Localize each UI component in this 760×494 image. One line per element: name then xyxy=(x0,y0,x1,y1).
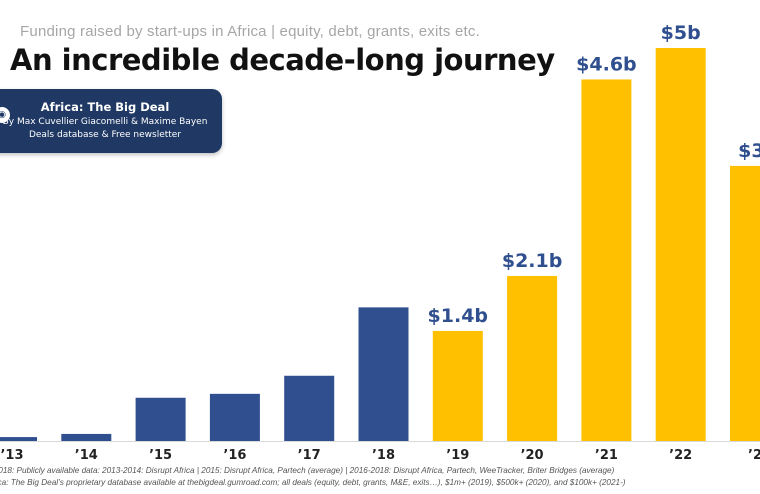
data-label: $4.6b xyxy=(576,53,636,75)
x-tick-label: ’20 xyxy=(521,448,544,463)
x-tick-label: ’16 xyxy=(223,448,246,463)
badge-title: Africa: The Big Deal xyxy=(40,100,170,114)
logo-icon: ◉ xyxy=(0,107,10,123)
badge-authors: By Max Cuvellier Giacomelli & Maxime Bay… xyxy=(2,117,208,127)
data-label: $5b xyxy=(661,22,701,44)
x-tick-label: ’15 xyxy=(149,448,172,463)
x-tick-label: ’13 xyxy=(0,448,23,463)
bar-0 xyxy=(0,437,37,441)
bar-6 xyxy=(432,330,483,441)
data-label: $1.4b xyxy=(428,305,488,327)
footnote-line-2: rica: The Big Deal’s proprietary databas… xyxy=(0,478,626,487)
x-tick-label: ’19 xyxy=(446,448,469,463)
footnote-line-1: -2018: Publicly available data: 2013-201… xyxy=(0,466,615,475)
bar-2 xyxy=(135,397,186,441)
bar-7 xyxy=(507,275,558,441)
bar-10 xyxy=(730,165,760,441)
chart-title: An incredible decade-long journey xyxy=(10,43,555,77)
source-badge[interactable]: ◉ Africa: The Big Deal By Max Cuvellier … xyxy=(0,89,222,153)
source-footnote: -2018: Publicly available data: 2013-201… xyxy=(0,465,760,489)
x-tick-label: ’2 xyxy=(748,448,760,463)
data-label: $3. xyxy=(738,140,760,162)
bar-5 xyxy=(358,307,409,441)
x-tick-label: ’21 xyxy=(595,448,618,463)
badge-tagline: Deals database & Free newsletter xyxy=(28,130,182,140)
bar-4 xyxy=(284,375,335,441)
x-tick-label: ’14 xyxy=(75,448,98,463)
chart-subtitle: Funding raised by start-ups in Africa | … xyxy=(20,23,480,40)
bar-1 xyxy=(61,433,112,441)
bar-9 xyxy=(655,48,706,441)
x-tick-label: ’17 xyxy=(298,448,321,463)
x-tick-label: ’18 xyxy=(372,448,395,463)
bar-8 xyxy=(581,79,632,441)
x-tick-label: ’22 xyxy=(669,448,692,463)
bar-3 xyxy=(209,393,260,441)
data-label: $2.1b xyxy=(502,250,562,272)
